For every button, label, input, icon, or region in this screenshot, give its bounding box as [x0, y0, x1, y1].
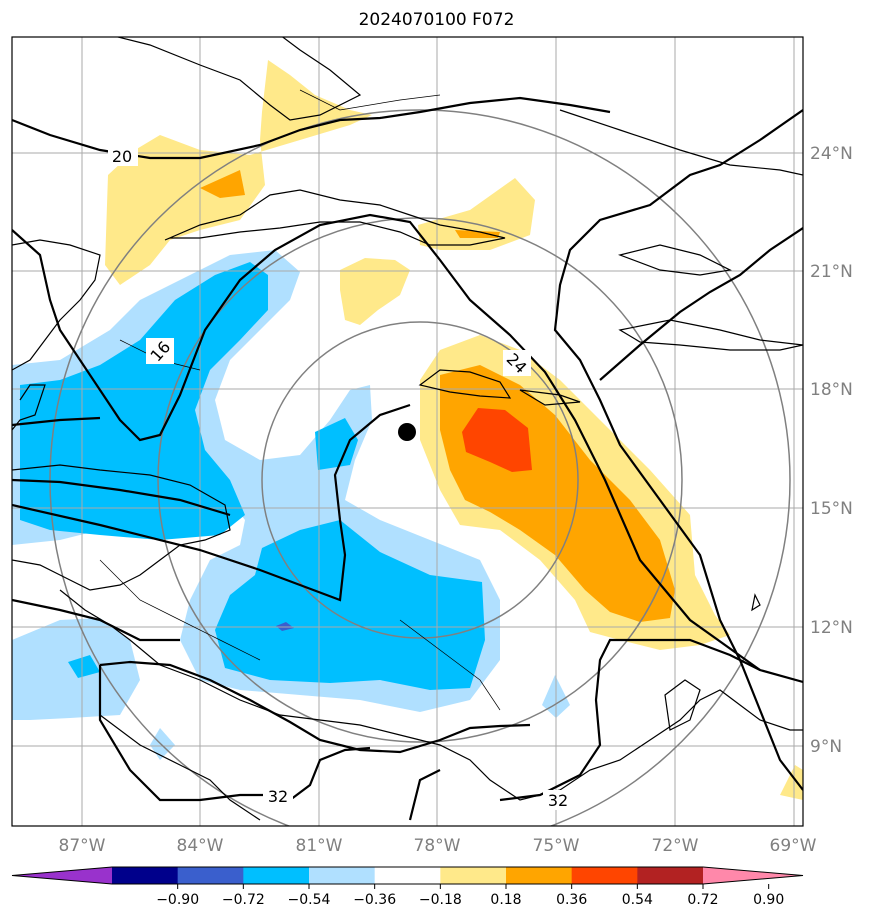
- positive-anomaly-red: [462, 408, 532, 472]
- colorbar-segment: [112, 867, 179, 884]
- contour-label: 32: [548, 791, 568, 810]
- lon-label: 69°W: [770, 836, 817, 856]
- lat-label: 15°N: [810, 499, 853, 519]
- colorbar-segment: [637, 867, 704, 884]
- colorbar-segment: [571, 867, 638, 884]
- lon-label: 87°W: [59, 836, 106, 856]
- colorbar-tick-label: −0.36: [353, 892, 396, 908]
- lon-label: 81°W: [296, 836, 343, 856]
- lat-label: 18°N: [810, 380, 853, 400]
- colorbar-tick-label: −0.54: [288, 892, 331, 908]
- colorbar-tick-label: 0.90: [753, 892, 784, 908]
- map-title: 2024070100 F072: [358, 10, 515, 30]
- colorbar-tick-label: −0.90: [156, 892, 199, 908]
- colorbar-segment: [374, 867, 441, 884]
- colorbar-segment: [506, 867, 573, 884]
- colorbar-segment: [177, 867, 244, 884]
- center-marker: [398, 423, 416, 441]
- lon-label: 78°W: [414, 836, 461, 856]
- contour-label-halos: [108, 146, 573, 810]
- graticule: [12, 37, 803, 826]
- colorbar-tick-label: 0.72: [687, 892, 718, 908]
- lon-labels: 87°W 84°W 81°W 78°W 75°W 72°W 69°W: [59, 836, 817, 856]
- colorbar-outline: [11, 866, 804, 885]
- colorbar-segment: [440, 867, 507, 884]
- lon-label: 84°W: [177, 836, 224, 856]
- lat-labels: 24°N 21°N 18°N 15°N 12°N 9°N: [810, 144, 853, 757]
- map-frame: [11, 36, 804, 827]
- lon-label: 72°W: [652, 836, 699, 856]
- colorbar-tick-label: 0.36: [556, 892, 587, 908]
- colorbar-segment: [243, 867, 310, 884]
- colorbar-tick-label: −0.72: [222, 892, 265, 908]
- contour-label: 20: [112, 147, 132, 166]
- contour-label: 32: [268, 787, 288, 806]
- colorbar-tick-label: 0.18: [490, 892, 521, 908]
- lat-label: 9°N: [810, 737, 842, 757]
- colorbar-extend-max: [703, 867, 803, 884]
- colorbar: −0.90 −0.72 −0.54 −0.36 −0.18 0.18 0.36 0.54 0.7…: [11, 866, 804, 908]
- coastlines: [12, 37, 803, 821]
- colorbar-segment: [309, 867, 376, 884]
- colorbar-tick-label: 0.54: [622, 892, 653, 908]
- colorbar-extend-min: [12, 867, 112, 884]
- map-panel: [12, 37, 803, 826]
- lon-label: 75°W: [533, 836, 580, 856]
- lat-label: 24°N: [810, 144, 853, 164]
- lat-label: 21°N: [810, 262, 853, 282]
- colorbar-tick-label: −0.18: [419, 892, 462, 908]
- height-contours: [12, 96, 803, 821]
- lat-label: 12°N: [810, 618, 853, 638]
